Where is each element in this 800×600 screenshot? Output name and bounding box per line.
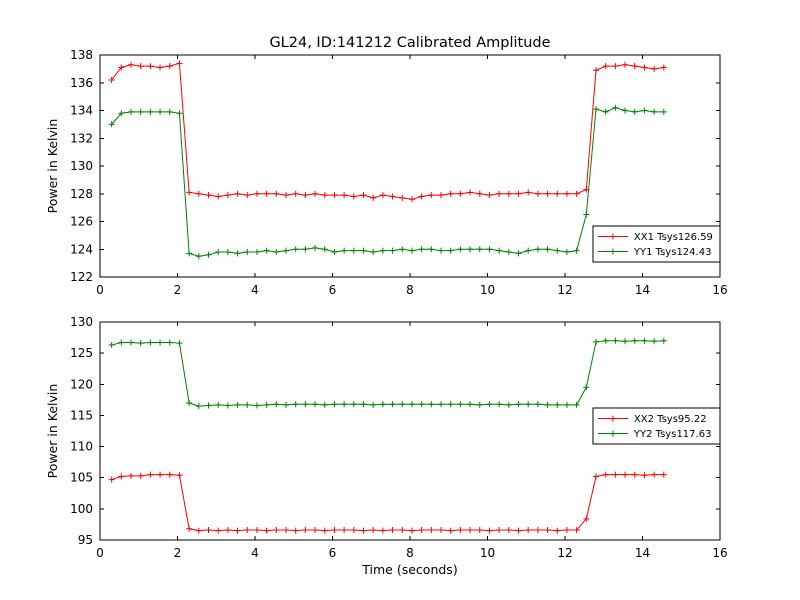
legend-label: YY1 Tsys124.43 bbox=[633, 247, 712, 258]
y-tick-label: 138 bbox=[70, 48, 93, 62]
series-plus-markers bbox=[108, 471, 667, 534]
series-plus-markers bbox=[108, 337, 667, 410]
y-tick-label: 130 bbox=[70, 315, 93, 329]
x-tick-label: 14 bbox=[635, 546, 650, 560]
legend-label: XX2 Tsys95.22 bbox=[634, 414, 707, 425]
y-tick-label: 100 bbox=[70, 502, 93, 516]
y-tick-label: 132 bbox=[70, 131, 93, 145]
x-tick-label: 6 bbox=[329, 283, 337, 297]
x-tick-label: 8 bbox=[406, 546, 414, 560]
legend-sample-marker bbox=[609, 233, 616, 240]
top-plot-series-yy1 bbox=[108, 104, 667, 260]
top-plot-legend: XX1 Tsys126.59 YY1 Tsys124.43 bbox=[592, 225, 721, 263]
series-plus-markers bbox=[108, 104, 667, 260]
top-plot-x-axis: 0 2 4 6 8 10 12 14 16 bbox=[96, 55, 728, 297]
bottom-plot-y-axis: 95 100 105 110 115 120 125 130 bbox=[70, 315, 720, 547]
x-tick-label: 12 bbox=[557, 283, 572, 297]
legend-box bbox=[592, 407, 721, 445]
y-tick-label: 134 bbox=[70, 104, 93, 118]
bottom-plot: 0 2 4 6 8 10 12 14 16 95 100 105 110 115 120 125 130 XX2 … bbox=[45, 315, 728, 577]
series-line bbox=[111, 62, 664, 200]
x-tick-label: 8 bbox=[406, 283, 414, 297]
legend-sample-marker bbox=[609, 248, 616, 255]
x-tick-label: 0 bbox=[96, 546, 104, 560]
x-tick-label: 6 bbox=[329, 546, 337, 560]
series-line bbox=[111, 340, 664, 407]
legend-label: XX1 Tsys126.59 bbox=[634, 232, 713, 243]
legend-sample-marker bbox=[609, 430, 616, 437]
legend-sample-marker bbox=[609, 415, 616, 422]
x-tick-label: 4 bbox=[251, 546, 259, 560]
x-tick-label: 12 bbox=[557, 546, 572, 560]
y-tick-label: 125 bbox=[70, 346, 93, 360]
y-tick-label: 128 bbox=[70, 187, 93, 201]
bottom-plot-legend: XX2 Tsys95.22 YY2 Tsys117.63 bbox=[592, 407, 721, 445]
series-plus-markers bbox=[108, 60, 667, 203]
y-tick-label: 120 bbox=[70, 377, 93, 391]
bottom-plot-series-yy2 bbox=[108, 337, 667, 410]
series-line bbox=[111, 474, 664, 532]
bottom-plot-x-axis: 0 2 4 6 8 10 12 14 16 bbox=[96, 322, 728, 560]
y-tick-label: 126 bbox=[70, 215, 93, 229]
top-plot-series-xx1 bbox=[108, 60, 667, 203]
y-tick-label: 105 bbox=[70, 471, 93, 485]
x-tick-label: 2 bbox=[174, 546, 182, 560]
x-tick-label: 0 bbox=[96, 283, 104, 297]
y-tick-label: 136 bbox=[70, 76, 93, 90]
y-tick-label: 130 bbox=[70, 159, 93, 173]
figure-title: GL24, ID:141212 Calibrated Amplitude bbox=[269, 35, 550, 51]
x-tick-label: 16 bbox=[712, 283, 727, 297]
y-tick-label: 95 bbox=[78, 533, 93, 547]
x-tick-label: 4 bbox=[251, 283, 259, 297]
x-axis-label: Time (seconds) bbox=[361, 562, 457, 577]
y-axis-label: Power in Kelvin bbox=[45, 384, 60, 479]
x-tick-label: 10 bbox=[480, 283, 495, 297]
x-tick-label: 14 bbox=[635, 283, 650, 297]
x-tick-label: 2 bbox=[174, 283, 182, 297]
bottom-plot-series-xx2 bbox=[108, 471, 667, 534]
y-tick-label: 115 bbox=[70, 408, 93, 422]
y-tick-label: 110 bbox=[70, 440, 93, 454]
y-tick-label: 124 bbox=[70, 242, 93, 256]
y-axis-label: Power in Kelvin bbox=[45, 119, 60, 214]
legend-box bbox=[592, 225, 721, 263]
y-tick-label: 122 bbox=[70, 270, 93, 284]
x-tick-label: 16 bbox=[712, 546, 727, 560]
top-plot: 0 2 4 6 8 10 12 14 16 122 124 126 128 130 132 134 136 138… bbox=[45, 48, 728, 297]
series-line bbox=[111, 107, 664, 257]
top-plot-y-axis: 122 124 126 128 130 132 134 136 138 bbox=[70, 48, 720, 284]
legend-label: YY2 Tsys117.63 bbox=[633, 429, 712, 440]
x-tick-label: 10 bbox=[480, 546, 495, 560]
